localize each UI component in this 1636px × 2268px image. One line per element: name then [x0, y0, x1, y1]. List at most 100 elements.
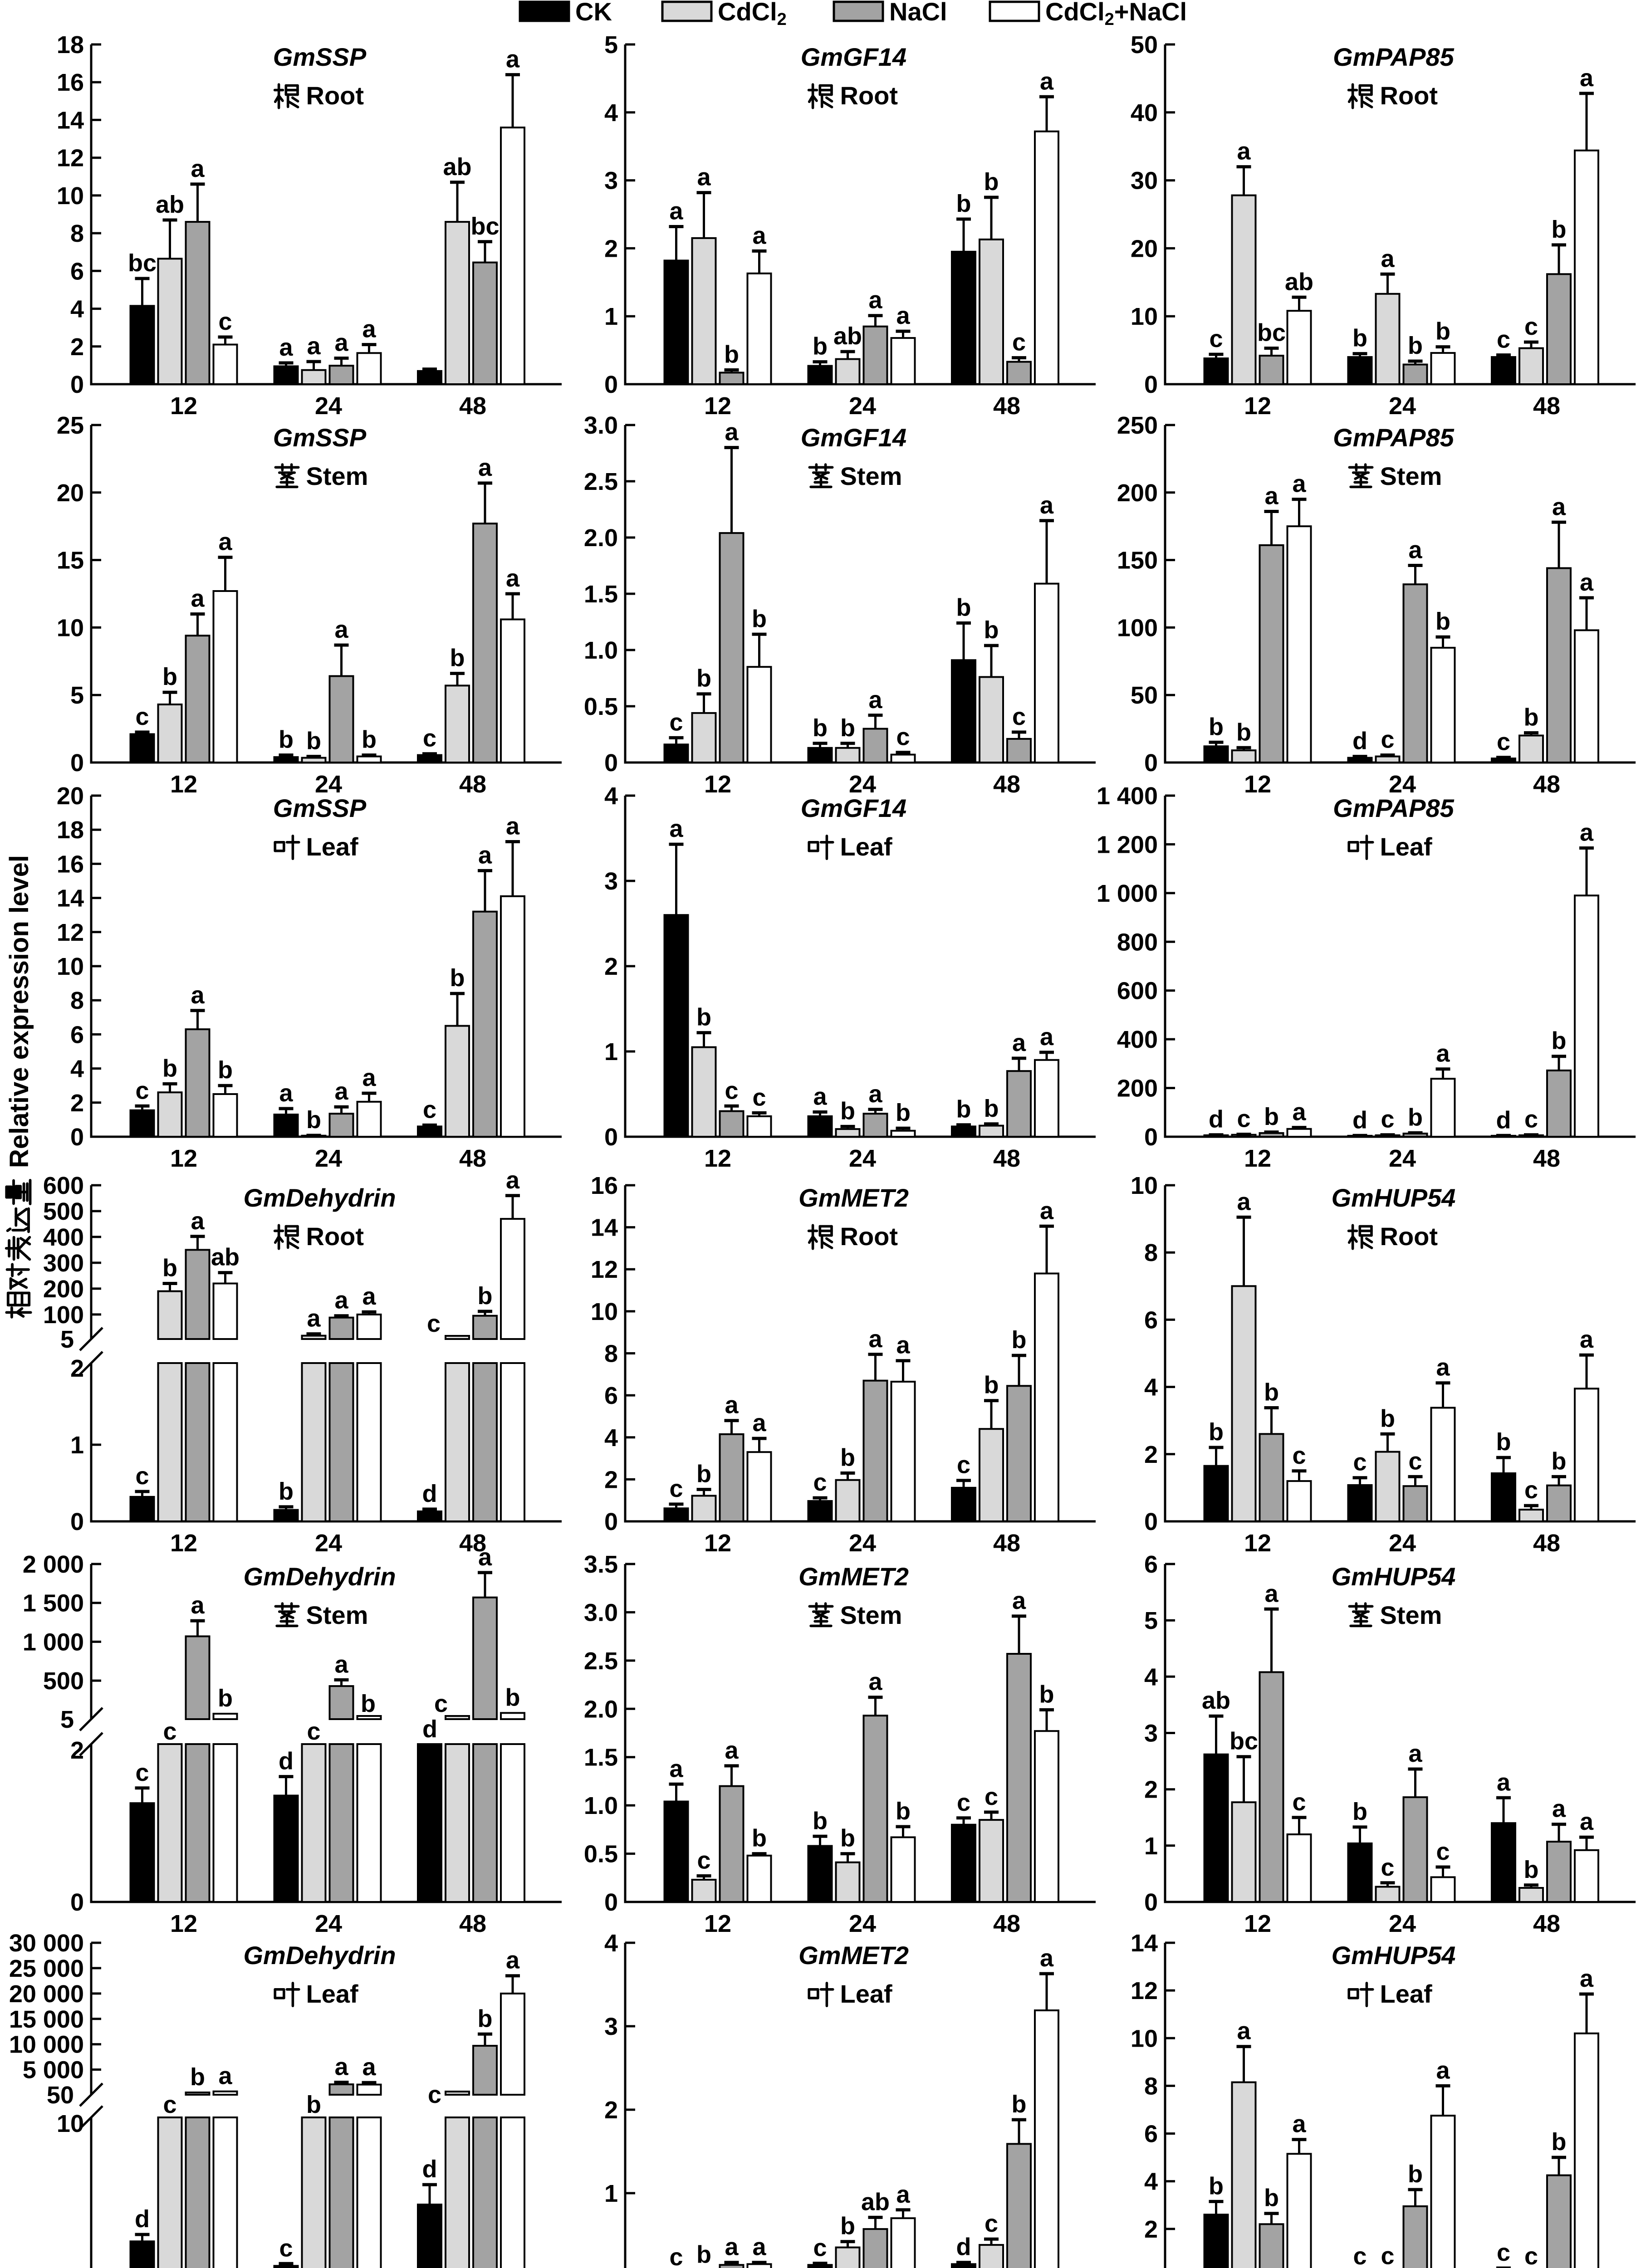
svg-text:b: b [279, 726, 294, 753]
svg-text:0: 0 [604, 2263, 618, 2268]
svg-text:1: 1 [1144, 1833, 1158, 1860]
svg-text:c: c [135, 1759, 149, 1786]
svg-text:40: 40 [1131, 99, 1158, 127]
svg-text:12: 12 [57, 145, 84, 172]
svg-text:b: b [1380, 1405, 1395, 1432]
svg-text:0: 0 [604, 1508, 618, 1535]
svg-text:d: d [1352, 728, 1367, 755]
svg-text:Leaf: Leaf [306, 832, 358, 861]
svg-text:GmMET2: GmMET2 [798, 1941, 909, 1970]
svg-text:14: 14 [57, 107, 84, 134]
svg-text:0: 0 [604, 749, 618, 777]
svg-text:12: 12 [704, 771, 731, 798]
svg-text:2: 2 [604, 1466, 618, 1493]
svg-text:Stem: Stem [840, 462, 902, 490]
svg-text:48: 48 [459, 771, 486, 798]
svg-text:48: 48 [993, 771, 1020, 798]
svg-text:b: b [1408, 1104, 1423, 1131]
svg-text:GmSSP: GmSSP [273, 43, 367, 71]
svg-text:10: 10 [57, 614, 84, 641]
svg-text:5: 5 [70, 682, 84, 709]
svg-text:48: 48 [993, 1530, 1020, 1557]
svg-text:a: a [1552, 493, 1566, 520]
svg-text:CdCl2+NaCl: CdCl2+NaCl [1045, 0, 1187, 29]
svg-text:a: a [725, 1737, 739, 1764]
svg-text:12: 12 [704, 392, 731, 420]
svg-text:b: b [724, 341, 739, 368]
svg-text:b: b [1435, 318, 1450, 345]
svg-text:24: 24 [1389, 1530, 1416, 1557]
svg-text:24: 24 [315, 1910, 342, 1937]
svg-text:c: c [1524, 2243, 1538, 2268]
svg-text:a: a [1040, 68, 1054, 95]
svg-text:a: a [1040, 492, 1054, 519]
svg-text:c: c [669, 1475, 683, 1502]
svg-text:0: 0 [70, 1889, 84, 1916]
svg-text:6: 6 [70, 1021, 84, 1048]
svg-text:800: 800 [1117, 929, 1158, 956]
svg-text:2 000: 2 000 [23, 1551, 84, 1578]
svg-text:1: 1 [604, 303, 618, 330]
svg-text:0: 0 [70, 1124, 84, 1151]
svg-text:6: 6 [1144, 2121, 1158, 2148]
svg-text:10: 10 [1131, 1172, 1158, 1199]
svg-text:b: b [361, 1690, 376, 1717]
svg-text:Stem: Stem [1380, 1601, 1442, 1629]
svg-text:14: 14 [57, 885, 84, 912]
svg-text:a: a [1436, 2057, 1450, 2084]
svg-text:16: 16 [57, 69, 84, 96]
svg-text:0: 0 [1144, 1508, 1158, 1535]
svg-text:12: 12 [170, 1530, 197, 1557]
svg-text:a: a [506, 1167, 520, 1194]
svg-text:c: c [813, 2234, 827, 2262]
svg-text:c: c [135, 1077, 149, 1104]
svg-text:b: b [696, 665, 711, 692]
svg-text:a: a [868, 1668, 882, 1696]
svg-text:2.0: 2.0 [584, 1696, 618, 1723]
svg-text:100: 100 [1117, 614, 1158, 641]
svg-text:2.5: 2.5 [584, 468, 618, 495]
svg-text:8: 8 [70, 220, 84, 247]
svg-text:a: a [1381, 245, 1395, 272]
svg-text:c: c [1436, 1838, 1450, 1865]
svg-text:GmPAP85: GmPAP85 [1333, 43, 1454, 71]
svg-text:10 000: 10 000 [9, 2031, 84, 2058]
svg-text:GmMET2: GmMET2 [798, 1183, 909, 1212]
svg-text:a: a [1237, 2018, 1251, 2045]
svg-text:c: c [1497, 728, 1510, 756]
svg-text:b: b [306, 2091, 321, 2118]
svg-text:b: b [478, 1282, 493, 1310]
svg-text:20: 20 [1131, 235, 1158, 262]
svg-text:c: c [957, 1789, 970, 1816]
svg-text:24: 24 [849, 1910, 876, 1937]
svg-text:b: b [1352, 325, 1367, 352]
svg-text:GmGF14: GmGF14 [801, 423, 906, 452]
svg-text:48: 48 [459, 1910, 486, 1937]
svg-text:a: a [334, 1078, 348, 1105]
svg-text:8: 8 [70, 987, 84, 1014]
svg-text:0: 0 [604, 1889, 618, 1916]
svg-text:b: b [1209, 2172, 1224, 2200]
svg-text:14: 14 [591, 1214, 618, 1242]
svg-text:d: d [1496, 1106, 1511, 1134]
svg-text:b: b [450, 964, 465, 992]
svg-text:b: b [1209, 1418, 1224, 1446]
svg-text:12: 12 [704, 1145, 731, 1172]
svg-text:d: d [956, 2234, 971, 2261]
svg-text:6: 6 [1144, 1551, 1158, 1578]
svg-text:0: 0 [1144, 371, 1158, 398]
svg-text:10: 10 [57, 182, 84, 210]
svg-text:b: b [984, 1095, 999, 1122]
svg-text:14: 14 [1131, 1930, 1158, 1957]
svg-text:1: 1 [70, 1432, 84, 1459]
svg-text:a: a [725, 419, 739, 446]
svg-text:12: 12 [57, 919, 84, 946]
svg-text:0.5: 0.5 [584, 693, 618, 720]
svg-text:a: a [1436, 1040, 1450, 1067]
svg-text:600: 600 [43, 1172, 84, 1199]
svg-text:a: a [334, 329, 348, 357]
svg-text:c: c [957, 1452, 970, 1479]
svg-text:b: b [505, 1684, 520, 1711]
svg-text:6: 6 [1144, 1306, 1158, 1334]
svg-text:c: c [135, 1462, 149, 1490]
